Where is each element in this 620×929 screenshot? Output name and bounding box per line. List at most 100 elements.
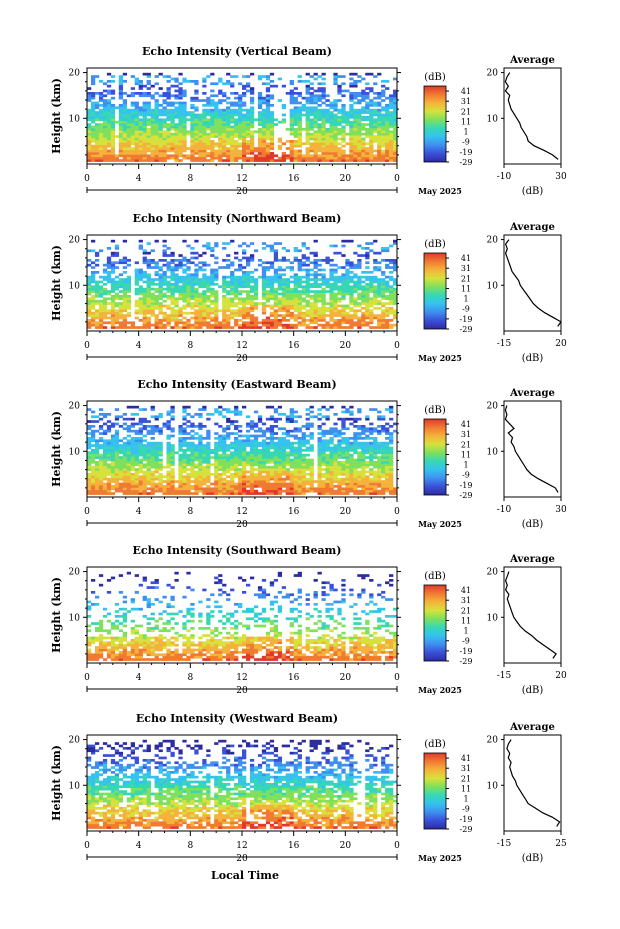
y-axis-label: Height (km) xyxy=(50,78,63,154)
x-tick-label: 20 xyxy=(340,841,352,851)
x-tick-label: 4 xyxy=(136,174,142,184)
average-x-label: (dB) xyxy=(522,853,544,864)
average-x-tick-label: -10 xyxy=(497,172,512,182)
day-label: 20 xyxy=(236,686,248,696)
panel-title: Echo Intensity (Northward Beam) xyxy=(133,212,342,225)
colorbar-tick-label: 1 xyxy=(463,295,468,304)
colorbar-tick-label: 41 xyxy=(461,754,471,763)
average-y-tick-label: 10 xyxy=(487,613,499,623)
heatmap-cells xyxy=(87,72,398,162)
y-tick-label: 20 xyxy=(69,236,81,246)
x-tick-label: 16 xyxy=(288,341,300,351)
average-x-tick-label: 20 xyxy=(555,339,567,349)
y-axis-label: Height (km) xyxy=(50,577,63,653)
date-label: May 2025 xyxy=(418,186,462,196)
panel-title: Echo Intensity (Southward Beam) xyxy=(133,544,342,557)
colorbar-tick-label: 1 xyxy=(463,461,468,470)
colorbar-tick-label: 21 xyxy=(461,107,471,116)
average-frame xyxy=(503,234,562,332)
average-title: Average xyxy=(509,554,555,565)
average-profile-line xyxy=(504,239,562,327)
average-y-tick-label: 20 xyxy=(487,736,499,746)
average-x-label: (dB) xyxy=(522,519,544,530)
colorbar-tick-label: -29 xyxy=(460,325,473,334)
colorbar-unit: (dB) xyxy=(424,72,446,83)
panel-title: Echo Intensity (Eastward Beam) xyxy=(137,378,336,391)
x-tick-label: 20 xyxy=(340,341,352,351)
heatmap-cells xyxy=(87,571,398,661)
average-x-label: (dB) xyxy=(522,186,544,197)
colorbar-tick-label: -19 xyxy=(460,647,473,656)
colorbar-tick-label: -9 xyxy=(462,305,470,314)
colorbar-unit: (dB) xyxy=(424,571,446,582)
colorbar-tick-label: -29 xyxy=(460,825,473,834)
colorbar xyxy=(423,418,447,496)
y-axis-label: Height (km) xyxy=(50,245,63,321)
colorbar-tick-label: 21 xyxy=(461,274,471,283)
x-tick-label: 12 xyxy=(236,673,247,683)
y-tick-label: 10 xyxy=(69,114,81,124)
average-profile-line xyxy=(506,739,561,827)
x-tick-label: 4 xyxy=(136,673,142,683)
colorbar-tick-label: 41 xyxy=(461,420,471,429)
panels-group: Echo Intensity (Vertical Beam)1020Height… xyxy=(50,45,567,864)
x-tick-label: 0 xyxy=(84,174,90,184)
x-tick-label: 0 xyxy=(84,341,90,351)
average-frame xyxy=(503,734,562,832)
colorbar-tick-label: -19 xyxy=(460,815,473,824)
x-tick-label: 8 xyxy=(187,174,193,184)
day-label: 20 xyxy=(236,354,248,364)
x-tick-label: 16 xyxy=(288,174,300,184)
average-frame xyxy=(503,400,562,498)
x-tick-label: 20 xyxy=(340,174,352,184)
average-x-tick-label: -15 xyxy=(497,339,512,349)
day-label: 20 xyxy=(236,520,248,530)
y-tick-label: 10 xyxy=(69,447,81,457)
average-x-tick-label: 30 xyxy=(555,505,567,515)
colorbar xyxy=(423,85,447,163)
average-profile-line xyxy=(504,405,559,493)
y-tick-label: 10 xyxy=(69,781,81,791)
average-x-tick-label: -15 xyxy=(497,839,512,849)
panel-title: Echo Intensity (Vertical Beam) xyxy=(142,45,332,58)
colorbar-tick-label: 21 xyxy=(461,774,471,783)
colorbar-tick-label: 1 xyxy=(463,627,468,636)
average-y-tick-label: 20 xyxy=(487,568,499,578)
date-label: May 2025 xyxy=(418,353,462,363)
average-y-tick-label: 10 xyxy=(487,281,499,291)
colorbar-tick-label: -9 xyxy=(462,138,470,147)
y-tick-label: 10 xyxy=(69,613,81,623)
x-tick-label: 0 xyxy=(394,341,400,351)
colorbar-tick-label: 41 xyxy=(461,586,471,595)
colorbar-tick-label: -29 xyxy=(460,158,473,167)
colorbar-tick-label: -19 xyxy=(460,481,473,490)
colorbar-tick-label: -19 xyxy=(460,315,473,324)
panel-1: Echo Intensity (Vertical Beam)1020Height… xyxy=(50,45,567,197)
average-y-tick-label: 10 xyxy=(487,781,499,791)
average-y-tick-label: 10 xyxy=(487,447,499,457)
colorbar-tick-label: -9 xyxy=(462,805,470,814)
y-tick-label: 20 xyxy=(69,736,81,746)
average-x-label: (dB) xyxy=(522,685,544,696)
colorbar-tick-label: 11 xyxy=(461,784,471,793)
y-axis-label: Height (km) xyxy=(50,411,63,487)
colorbar-tick-label: -29 xyxy=(460,657,473,666)
date-label: May 2025 xyxy=(418,519,462,529)
colorbar xyxy=(423,752,447,830)
colorbar-tick-label: 31 xyxy=(461,430,471,439)
colorbar-tick-label: 1 xyxy=(463,128,468,137)
x-tick-label: 0 xyxy=(394,673,400,683)
average-x-tick-label: 20 xyxy=(555,671,567,681)
panel-5: Echo Intensity (Westward Beam)1020Height… xyxy=(50,712,567,864)
x-tick-label: 8 xyxy=(187,841,193,851)
panel-3: Echo Intensity (Eastward Beam) 10 20 Height… xyxy=(50,378,567,530)
colorbar-tick-label: -19 xyxy=(460,148,473,157)
colorbar-tick-label: -9 xyxy=(462,637,470,646)
y-tick-label: 10 xyxy=(69,281,81,291)
average-frame xyxy=(503,566,562,664)
x-tick-label: 4 xyxy=(136,341,142,351)
x-tick-label: 20 xyxy=(340,507,352,517)
average-title: Average xyxy=(509,388,555,399)
colorbar-tick-label: 41 xyxy=(461,87,471,96)
colorbar xyxy=(423,252,447,330)
